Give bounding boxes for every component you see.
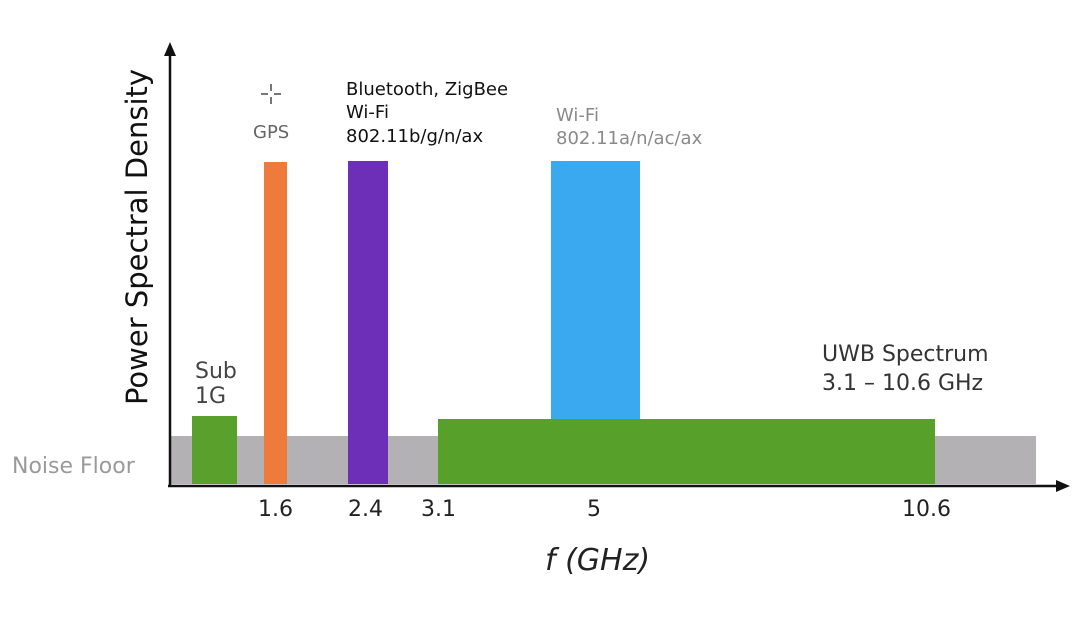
x-tick-label: 2.4 <box>348 497 383 522</box>
gps-band <box>264 162 287 484</box>
bluetooth-wifi-24-band <box>348 161 388 484</box>
sub1g-band <box>192 416 237 484</box>
uwb-label: UWB Spectrum 3.1 – 10.6 GHz <box>822 341 989 398</box>
x-tick-label: 10.6 <box>902 497 951 522</box>
y-axis-arrow <box>164 42 176 56</box>
x-tick-label: 3.1 <box>421 497 456 522</box>
bluetooth-wifi-24-label-line: Wi-Fi <box>346 102 389 124</box>
uwb-label-line: 3.1 – 10.6 GHz <box>822 370 984 396</box>
bluetooth-wifi-24-label: Bluetooth, ZigBee Wi-Fi 802.11b/g/n/ax <box>346 78 508 148</box>
x-axis-arrow <box>1056 480 1070 492</box>
wifi-5ghz-label: Wi-Fi 802.11a/n/ac/ax <box>556 104 702 151</box>
uwb-band <box>438 419 935 484</box>
uwb-label-line: UWB Spectrum <box>822 342 989 367</box>
bluetooth-wifi-24-label-line: 802.11b/g/n/ax <box>346 125 484 147</box>
x-axis-label: f (GHz) <box>545 543 651 578</box>
wifi-5ghz-label-line: Wi-Fi <box>556 105 599 126</box>
x-tick-label: 1.6 <box>258 497 293 522</box>
sub1g-label: Sub 1G <box>195 359 237 410</box>
noise-floor-label: Noise Floor <box>12 454 135 479</box>
sub1g-label-line: 1G <box>195 384 227 410</box>
wifi-5ghz-label-line: 802.11a/n/ac/ax <box>556 128 703 150</box>
wifi-5ghz-band <box>551 161 640 420</box>
bluetooth-wifi-24-label-line: Bluetooth, ZigBee <box>346 79 509 100</box>
crosshair-icon <box>261 84 281 104</box>
x-tick-label: 5 <box>587 497 601 522</box>
sub1g-label-line: Sub <box>195 359 237 384</box>
y-axis-label: Power Spectral Density <box>120 68 154 406</box>
gps-label: GPS <box>253 122 290 143</box>
